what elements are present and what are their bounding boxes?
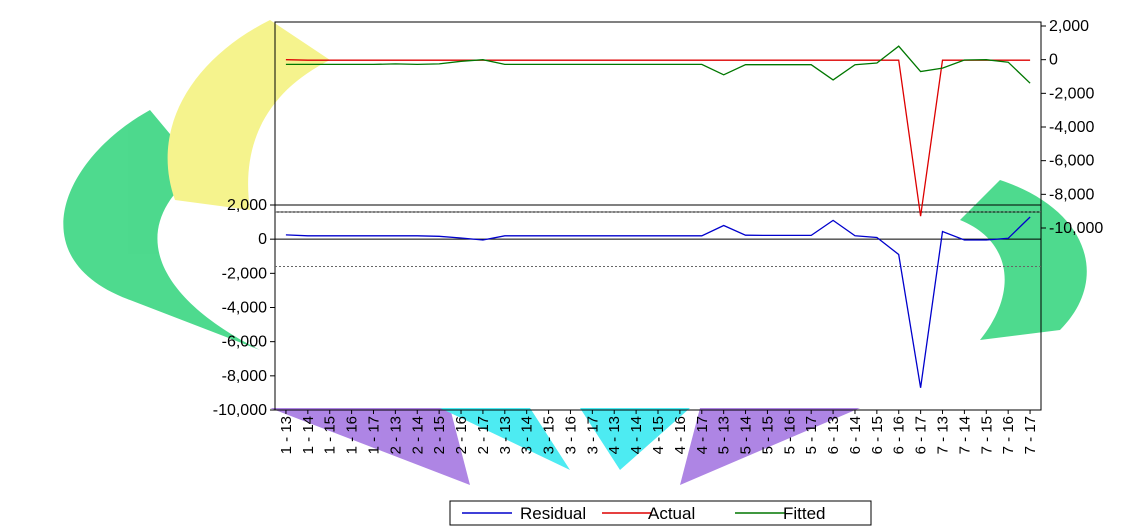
series-lines: [285, 45, 1031, 388]
legend-label-actual: Actual: [648, 504, 695, 523]
x-tick-label: 6 - 13: [825, 416, 842, 454]
x-tick-label: 1 - 14: [300, 416, 317, 454]
series-line-residual: [285, 216, 1031, 388]
x-tick-label: 4 - 16: [672, 416, 689, 454]
watermark-green-arc-right: [960, 180, 1087, 340]
watermark-cyan-band-left: [440, 408, 570, 470]
x-tick-label: 5 - 14: [738, 416, 755, 454]
left-tick-label: -8,000: [222, 368, 267, 385]
watermark-logo: [63, 20, 1087, 485]
legend-items: Residual Actual Fitted: [462, 504, 826, 523]
right-tick-label: -10,000: [1049, 220, 1103, 237]
left-tick-label: -6,000: [222, 334, 267, 351]
watermark-purple-band-left: [270, 408, 470, 485]
x-axis-ticks: 1 - 13 1 - 14 1 - 15 1 - 16 1 - 17 2 - 13 2 - …: [278, 410, 1039, 454]
x-tick-label: 7 - 14: [956, 416, 973, 454]
right-tick-label: -8,000: [1049, 186, 1094, 203]
x-tick-label: 3 - 15: [541, 416, 558, 454]
x-tick-label: 6 - 14: [847, 416, 864, 454]
right-tick-label: 0: [1049, 52, 1058, 69]
right-tick-label: 2,000: [1049, 18, 1089, 35]
watermark-yellow-arc: [167, 20, 330, 210]
x-tick-label: 7 - 16: [1000, 416, 1017, 454]
x-tick-label: 4 - 15: [650, 416, 667, 454]
x-tick-label: 5 - 15: [759, 416, 776, 454]
right-tick-label: -4,000: [1049, 119, 1094, 136]
left-tick-label: -2,000: [222, 265, 267, 282]
x-tick-label: 7 - 13: [935, 416, 952, 454]
left-tick-label: -4,000: [222, 300, 267, 317]
left-tick-label: 2,000: [227, 197, 267, 214]
x-tick-label: 2 - 16: [453, 416, 470, 454]
x-tick-label: 1 - 17: [365, 416, 382, 454]
legend-box: [449, 500, 872, 526]
watermark-purple-band-right: [680, 408, 860, 485]
x-tick-label: 6 - 17: [913, 416, 930, 454]
x-tick-label: 5 - 16: [781, 416, 798, 454]
left-axis-ticks: 2,000 0 -2,000 -4,000 -6,000 -8,000 -10,000: [213, 197, 275, 419]
x-tick-label: 5 - 17: [803, 416, 820, 454]
x-tick-label: 4 - 14: [628, 416, 645, 454]
x-tick-label: 1 - 15: [322, 416, 339, 454]
x-tick-label: 4 - 13: [606, 416, 623, 454]
legend: Residual Actual Fitted: [449, 500, 872, 526]
x-tick-label: 6 - 16: [891, 416, 908, 454]
x-tick-label: 1 - 13: [278, 416, 295, 454]
upper-panel-frame: [274, 21, 1042, 213]
x-tick-label: 5 - 13: [716, 416, 733, 454]
left-tick-label: 0: [258, 231, 267, 248]
series-line-actual: [285, 59, 1031, 217]
legend-label-residual: Residual: [520, 504, 586, 523]
x-tick-label: 6 - 15: [869, 416, 886, 454]
x-tick-label: 7 - 17: [1022, 416, 1039, 454]
right-tick-label: -2,000: [1049, 85, 1094, 102]
series-line-fitted: [285, 45, 1031, 84]
watermark-green-arc-left: [63, 110, 260, 350]
x-tick-label: 2 - 13: [387, 416, 404, 454]
right-tick-label: -6,000: [1049, 153, 1094, 170]
x-tick-label: 3 - 16: [562, 416, 579, 454]
x-tick-label: 4 - 17: [694, 416, 711, 454]
x-tick-label: 3 - 13: [497, 416, 514, 454]
x-tick-label: 3 - 14: [519, 416, 536, 454]
x-tick-label: 2 - 14: [409, 416, 426, 454]
x-tick-label: 2 - 17: [475, 416, 492, 454]
x-tick-label: 7 - 15: [978, 416, 995, 454]
right-axis-ticks: 2,000 0 -2,000 -4,000 -6,000 -8,000 -10,000: [1041, 18, 1103, 237]
x-tick-label: 1 - 16: [344, 416, 361, 454]
x-tick-label: 3 - 17: [584, 416, 601, 454]
left-tick-label: -10,000: [213, 402, 267, 419]
legend-label-fitted: Fitted: [783, 504, 826, 523]
x-tick-label: 2 - 15: [431, 416, 448, 454]
watermark-cyan-band-right: [580, 408, 690, 470]
